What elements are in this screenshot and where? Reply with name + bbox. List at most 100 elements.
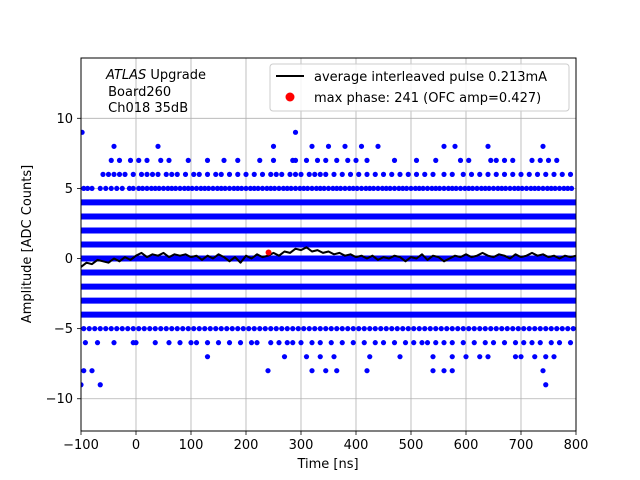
adc-sample-point xyxy=(116,171,123,177)
y-tick-label: −10 xyxy=(46,392,73,407)
adc-sample-point xyxy=(141,326,147,332)
adc-sample-point xyxy=(548,185,554,192)
adc-sample-point xyxy=(493,157,499,163)
adc-sample-point xyxy=(281,354,288,360)
adc-sample-point xyxy=(356,326,362,332)
adc-sample-point xyxy=(188,340,194,346)
adc-sample-point xyxy=(405,171,411,177)
adc-sample-point xyxy=(237,340,244,346)
adc-sample-point xyxy=(334,368,340,374)
adc-sample-point xyxy=(317,340,323,346)
adc-sample-point xyxy=(532,326,538,332)
adc-sample-point xyxy=(331,354,337,360)
adc-sample-point xyxy=(193,185,200,192)
adc-sample-point xyxy=(235,326,241,332)
adc-sample-point xyxy=(400,326,406,332)
adc-sample-point xyxy=(163,326,169,332)
adc-sample-point xyxy=(155,171,161,177)
adc-sample-point xyxy=(419,340,425,346)
adc-sample-point xyxy=(276,185,282,192)
adc-sample-point xyxy=(510,171,516,177)
adc-sample-point xyxy=(334,157,340,163)
adc-sample-point xyxy=(342,185,348,192)
adc-sample-point xyxy=(559,171,565,177)
adc-sample-point xyxy=(485,143,491,149)
adc-sample-point xyxy=(372,340,378,346)
y-axis-label: Amplitude [ADC Counts] xyxy=(20,165,35,323)
adc-sample-point xyxy=(309,340,315,346)
adc-sample-point xyxy=(532,354,538,360)
adc-sample-point xyxy=(430,368,436,374)
adc-sample-point xyxy=(125,326,131,332)
adc-sample-point xyxy=(114,326,120,332)
adc-sample-point xyxy=(97,382,103,388)
adc-sample-point xyxy=(325,185,332,192)
adc-sample-point xyxy=(259,185,266,192)
adc-sample-point xyxy=(482,340,488,346)
adc-sample-point xyxy=(191,326,197,332)
adc-sample-point xyxy=(155,143,161,149)
adc-sample-point xyxy=(85,185,91,192)
adc-sample-point xyxy=(339,326,345,332)
adc-sample-point xyxy=(284,326,290,332)
adc-sample-point xyxy=(226,185,233,192)
adc-sample-point xyxy=(301,185,307,192)
adc-sample-point xyxy=(532,185,538,192)
adc-sample-point xyxy=(430,354,436,360)
adc-sample-point xyxy=(471,340,477,346)
adc-sample-point xyxy=(111,340,117,346)
adc-sample-point xyxy=(383,185,389,192)
adc-sample-point xyxy=(152,326,158,332)
adc-sample-point xyxy=(140,185,146,192)
adc-sample-point xyxy=(156,185,162,192)
adc-sample-point xyxy=(173,185,179,192)
adc-sample-point xyxy=(422,326,428,332)
adc-sample-point xyxy=(364,171,370,177)
adc-sample-point xyxy=(429,185,435,192)
adc-sample-point xyxy=(367,185,373,192)
adc-sample-point xyxy=(554,326,560,332)
adc-sample-point xyxy=(556,185,563,192)
adc-sample-point xyxy=(504,326,510,332)
adc-sample-point xyxy=(144,157,150,163)
adc-sample-point xyxy=(511,185,517,192)
adc-sample-point xyxy=(303,157,310,163)
adc-sample-point xyxy=(536,185,542,192)
adc-sample-point xyxy=(214,185,220,192)
adc-sample-point xyxy=(488,157,494,163)
adc-sample-point xyxy=(462,185,468,192)
adc-sample-point xyxy=(149,171,156,177)
adc-sample-point xyxy=(196,171,202,177)
adc-sample-point xyxy=(127,157,134,163)
legend-box xyxy=(269,63,570,112)
adc-sample-point xyxy=(477,354,483,360)
adc-sample-point xyxy=(287,171,293,177)
adc-sample-point xyxy=(470,185,476,192)
adc-sample-point xyxy=(495,185,501,192)
adc-sample-point xyxy=(81,368,87,374)
adc-sample-point xyxy=(97,185,103,192)
adc-sample-point xyxy=(449,368,455,374)
adc-sample-point xyxy=(185,185,191,192)
adc-sample-point xyxy=(394,326,400,332)
adc-sample-point xyxy=(312,326,318,332)
adc-sample-point xyxy=(126,185,132,192)
adc-sample-point xyxy=(174,171,180,177)
adc-sample-point xyxy=(354,185,360,192)
adc-sample-point xyxy=(526,171,532,177)
adc-sample-point xyxy=(290,326,296,332)
adc-sample-point xyxy=(416,326,422,332)
adc-sample-point xyxy=(185,157,191,163)
adc-sample-point xyxy=(468,171,475,177)
adc-sample-point xyxy=(292,157,299,163)
adc-sample-point xyxy=(441,340,447,346)
adc-sample-point xyxy=(512,354,519,360)
adc-sample-point xyxy=(182,171,189,177)
adc-sample-point xyxy=(556,340,563,346)
adc-sample-point xyxy=(298,340,304,346)
y-tick-label: 10 xyxy=(56,112,73,127)
adc-sample-point xyxy=(350,185,356,192)
adc-sample-point xyxy=(554,157,560,163)
adc-sample-point xyxy=(325,143,332,149)
adc-sample-point xyxy=(279,171,285,177)
